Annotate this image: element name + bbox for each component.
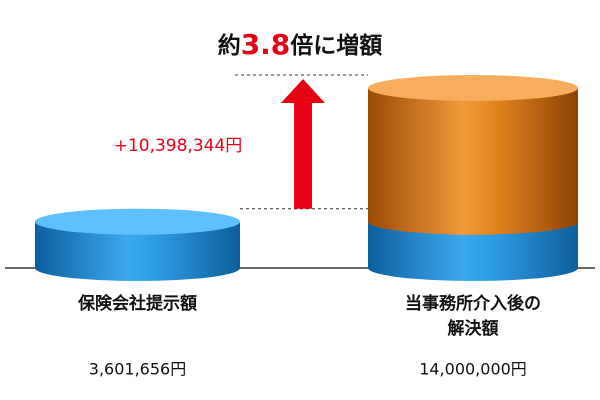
cylinder-top xyxy=(35,208,240,235)
cylinders xyxy=(35,75,578,281)
title-prefix: 約 xyxy=(218,32,241,59)
title-ratio: 3.8 xyxy=(241,28,291,61)
bar xyxy=(368,88,578,222)
total-label: 3,601,656円 xyxy=(89,360,186,379)
difference-label: +10,398,344円 xyxy=(114,136,243,156)
total-label: 14,000,000円 xyxy=(419,360,527,379)
chart-title: 約3.8倍に増額 xyxy=(218,28,383,61)
category-label: 保険会社提示額 xyxy=(78,294,197,314)
category-label: 当事務所介入後の解決額 xyxy=(405,294,541,339)
title-suffix: 倍に増額 xyxy=(290,32,382,59)
difference-arrow xyxy=(281,79,325,209)
cylinder-top xyxy=(368,75,578,101)
